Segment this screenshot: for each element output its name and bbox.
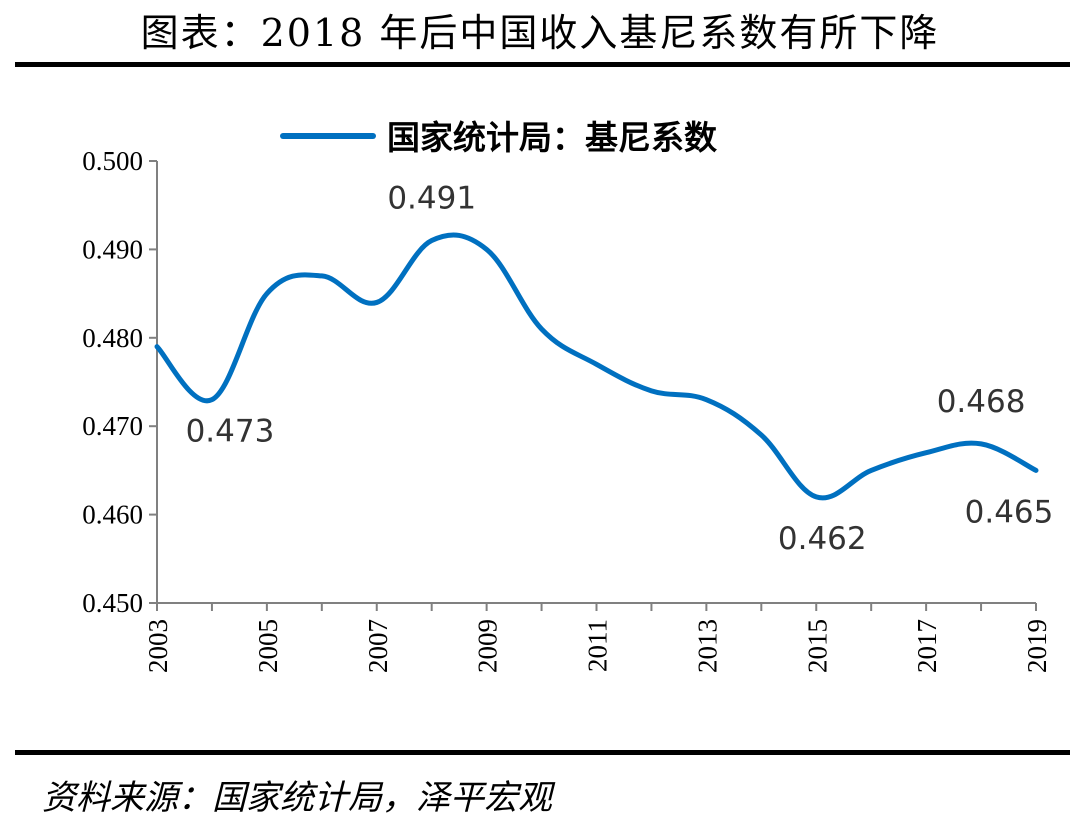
x-tick-label: 2003	[143, 619, 173, 673]
x-tick-label: 2015	[802, 619, 832, 673]
x-tick-label: 2017	[912, 619, 942, 673]
y-tick-label: 0.500	[82, 146, 143, 176]
data-label: 0.465	[965, 494, 1054, 530]
chart-title: 图表：2018 年后中国收入基尼系数有所下降	[140, 11, 940, 55]
y-tick-label: 0.490	[82, 234, 143, 264]
series-line	[154, 232, 1039, 501]
data-label: 0.462	[778, 521, 867, 557]
chart-series	[154, 232, 1039, 501]
x-tick-label: 2013	[692, 619, 722, 673]
data-label: 0.491	[387, 181, 476, 217]
data-label: 0.468	[937, 384, 1026, 420]
x-tick-label: 2007	[363, 619, 393, 673]
source-note: 资料来源：国家统计局，泽平宏观	[42, 778, 552, 818]
x-tick-label: 2011	[583, 619, 613, 672]
chart-ticks: 0.450 0.460 0.470 0.480 0.490 0.500 2003 2005 20…	[82, 146, 1052, 673]
legend-label: 国家统计局：基尼系数	[387, 118, 718, 157]
data-label: 0.473	[186, 414, 275, 450]
chart-axes	[156, 161, 1036, 604]
bottom-rule	[15, 750, 1070, 755]
x-tick-label: 2019	[1022, 619, 1052, 673]
x-tick-label: 2005	[253, 619, 283, 673]
y-tick-label: 0.450	[82, 588, 143, 618]
top-rule	[15, 62, 1070, 67]
x-tick-label: 2009	[473, 619, 503, 673]
chart-legend: 国家统计局：基尼系数	[280, 118, 718, 157]
y-tick-label: 0.470	[82, 411, 143, 441]
y-tick-label: 0.460	[82, 500, 143, 530]
y-tick-label: 0.480	[82, 323, 143, 353]
chart-data-labels: 0.473 0.491 0.462 0.468 0.465	[186, 181, 1054, 557]
